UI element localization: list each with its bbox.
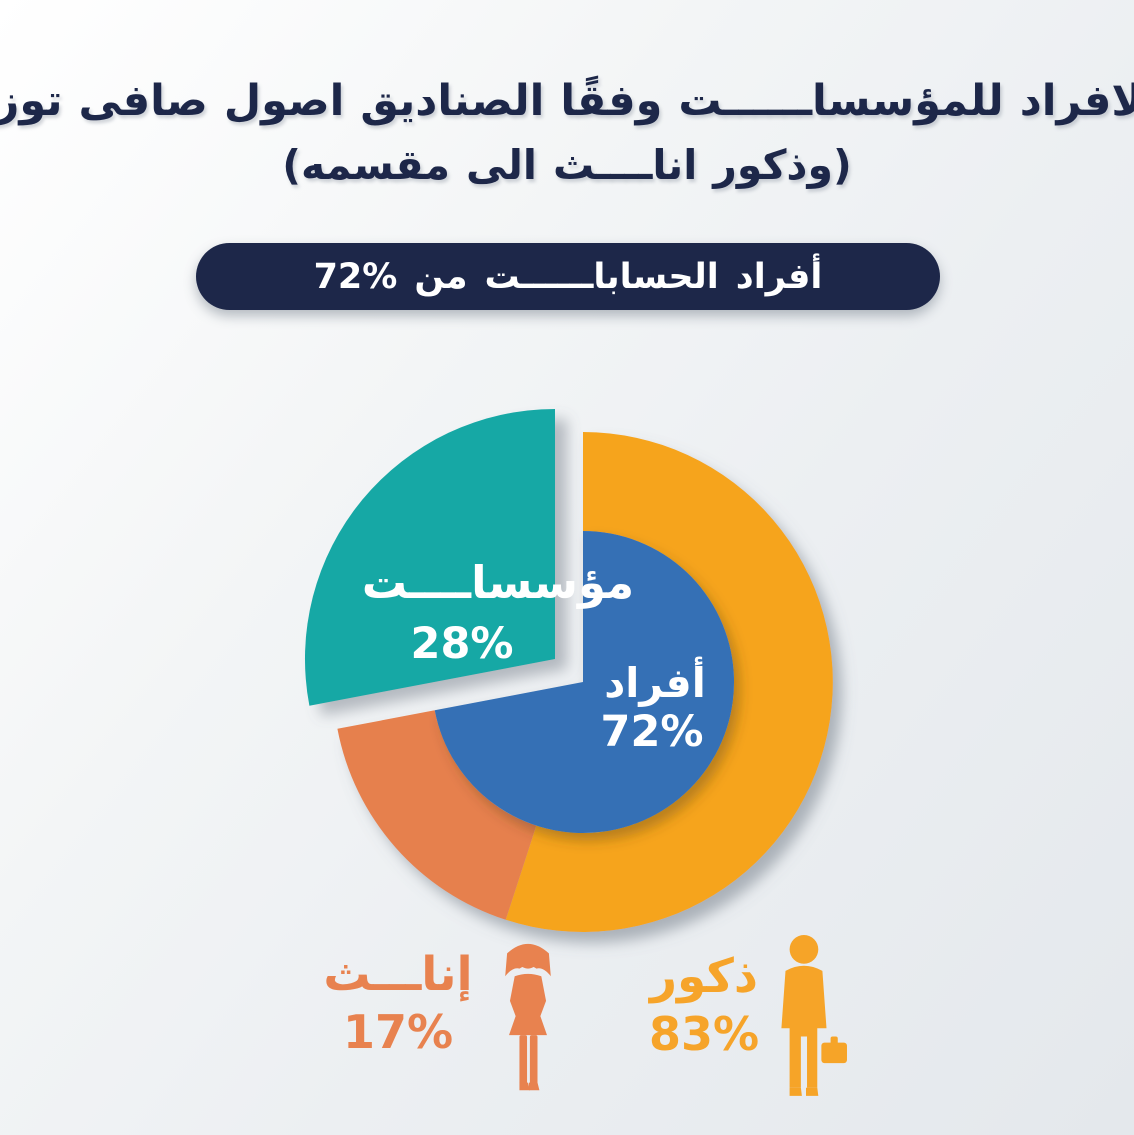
individuals-label: أفراد [604,656,706,707]
pie-ring-males [505,432,833,932]
title-word: (مقسمه [282,141,451,189]
individuals-percent: 72% [601,707,704,757]
summary-banner: 72% من الحساباــــــت أفراد [196,243,940,310]
title-word: للمؤسساــــــت [678,76,1004,126]
females-label: إناـــث [323,947,473,1002]
title-word: صافى [78,76,208,126]
title-word: والافراد [1019,76,1134,126]
title-word: توزيع [0,76,63,126]
title-word: الى [466,141,537,189]
banner-word: 72% [313,256,398,297]
title-word: اصول [223,76,345,126]
pie-ring-females [337,710,537,920]
title-word: اناــــث [552,141,698,189]
title-line-2: (مقسمه الى اناــــث وذكور) [0,134,1134,196]
title-word: وفقًا [560,76,663,126]
males-label: ذكور [650,949,758,1004]
banner-word: الحساباــــــت [484,256,719,297]
pie-slice-individuals [434,531,735,833]
legend-females: إناـــث 17% [316,946,480,1060]
institutions-percent: 28% [411,619,514,669]
title-word: وذكور) [713,141,852,189]
banner-word: من [414,256,468,297]
pie-slice-institutions [304,409,555,706]
institutions-label: مؤسساــــت [362,556,634,609]
banner-word: أفراد [735,256,823,297]
legend-males: ذكور 83% [624,948,784,1062]
title-line-1: توزيع صافى اصول الصناديق وفقًا للمؤسساــ… [0,68,1134,134]
female-figure-icon [505,943,551,1091]
title-word: الصناديق [360,76,545,126]
males-percent: 83% [648,1007,760,1061]
females-percent: 17% [342,1005,454,1059]
male-figure-icon [781,935,847,1096]
page-title: توزيع صافى اصول الصناديق وفقًا للمؤسساــ… [0,68,1134,196]
